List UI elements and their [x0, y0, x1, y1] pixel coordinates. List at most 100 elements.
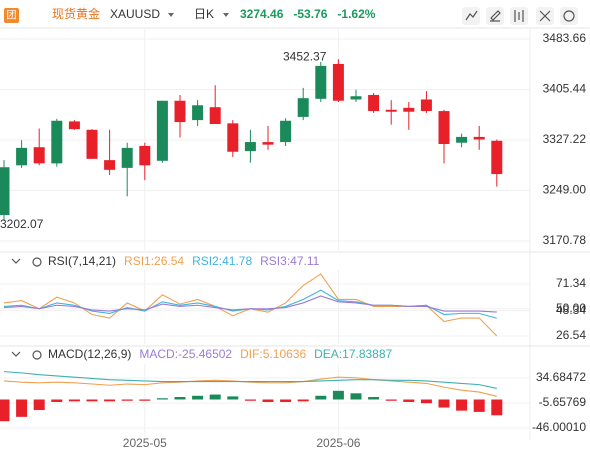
macd-bar — [121, 399, 133, 401]
macd-bar — [262, 399, 274, 402]
macd-bar — [227, 396, 239, 400]
candle-body — [104, 160, 116, 170]
macd-bar — [420, 399, 432, 404]
settings-icon[interactable] — [32, 350, 42, 360]
candle-body — [420, 99, 432, 112]
macd-bar — [403, 399, 415, 402]
macd-bar — [315, 395, 327, 400]
y-tick-label: -5.65769 — [539, 395, 587, 409]
macd-bar — [68, 399, 80, 402]
y-tick-label: 3170.78 — [543, 233, 587, 247]
legend-entry: RSI1:26.54 — [124, 254, 184, 268]
symbol[interactable]: XAUUSD — [110, 7, 160, 21]
macd-bar — [192, 395, 204, 400]
y-tick-label: 3483.66 — [543, 31, 587, 45]
candle-body — [456, 136, 468, 143]
macd-bar — [491, 399, 503, 416]
tool-icon — [563, 10, 575, 22]
candle-body — [174, 100, 186, 123]
macd-bar — [438, 399, 450, 408]
macd-bar — [156, 398, 168, 400]
x-tick-label: 2025-05 — [123, 436, 167, 450]
symbol-icon-glyph: 团 — [7, 10, 17, 22]
candle-body — [16, 147, 28, 166]
macd-bar — [209, 394, 221, 400]
candle-body — [315, 65, 327, 99]
collapse-icon[interactable] — [11, 351, 21, 357]
legend-entry: DEA:17.83887 — [314, 347, 392, 361]
candle-body — [86, 129, 98, 159]
macd-bar — [280, 399, 292, 402]
y-tick-label: 71.34 — [556, 276, 586, 290]
y-tick-label: 48.34 — [556, 303, 586, 317]
symbol-icon — [4, 8, 19, 23]
candle-body — [403, 107, 415, 112]
annotation: 3452.37 — [283, 49, 327, 63]
macd-bar — [456, 399, 468, 411]
annotation: 3202.07 — [0, 217, 44, 231]
y-tick-label: 34.68472 — [536, 370, 586, 384]
settings-icon[interactable] — [32, 257, 42, 267]
x-tick-label: 2025-06 — [316, 436, 360, 450]
candle-body — [438, 111, 450, 145]
macd-bar — [0, 399, 10, 422]
macd-bar — [174, 397, 186, 400]
toolbar — [462, 7, 578, 25]
macd-bar — [16, 399, 28, 417]
macd-bar — [350, 393, 362, 400]
tool-icon — [490, 10, 501, 22]
macd-bar — [368, 397, 380, 400]
candle-body — [297, 98, 309, 117]
macd-bar — [244, 399, 256, 401]
series-line — [3, 371, 497, 389]
candle-body — [473, 136, 485, 140]
period[interactable]: 日K — [194, 7, 214, 21]
candle-body — [33, 147, 45, 164]
macd-bar — [139, 399, 151, 401]
macd-bar — [104, 399, 116, 402]
y-tick-label: 3327.22 — [543, 132, 587, 146]
candle-body — [350, 96, 362, 100]
macd-bar — [33, 399, 45, 411]
candle-body — [139, 145, 151, 166]
candle-body — [121, 147, 133, 168]
candle-body — [385, 109, 397, 112]
y-tick-label: 3405.44 — [543, 82, 587, 96]
panel-title: RSI(7,14,21) — [48, 254, 116, 268]
candle-body — [209, 107, 221, 124]
macd-bar — [297, 399, 309, 402]
legend-entry: RSI2:41.78 — [192, 254, 252, 268]
tool-button[interactable] — [486, 7, 504, 25]
symbol-name[interactable]: 现货黄金 — [52, 6, 100, 21]
macd-bar — [473, 399, 485, 412]
dropdown-arrow[interactable] — [168, 13, 174, 17]
y-tick-label: 50.00 — [556, 301, 586, 315]
change-pct: -1.62% — [337, 7, 375, 21]
series-line — [3, 295, 497, 313]
candle-body — [262, 142, 274, 145]
series-line — [3, 376, 497, 397]
candle-body — [227, 123, 239, 152]
panel-title: MACD(12,26,9) — [48, 347, 131, 361]
legend-entry: DIF:5.10636 — [240, 347, 306, 361]
candle-body — [280, 120, 292, 143]
candle-body — [192, 105, 204, 121]
dropdown-arrow[interactable] — [223, 13, 229, 17]
candle-body — [68, 121, 80, 130]
tool-icon — [514, 10, 524, 22]
tool-icon — [465, 10, 478, 21]
price: 3274.46 — [240, 7, 284, 21]
candle-body — [244, 142, 256, 152]
candle-body — [0, 167, 10, 216]
legend-entry: MACD:-25.46502 — [139, 347, 232, 361]
candle-body — [332, 63, 344, 101]
y-tick-label: -46.00010 — [532, 420, 586, 434]
candle-body — [491, 140, 503, 175]
tool-button[interactable] — [462, 7, 480, 25]
collapse-icon[interactable] — [11, 258, 21, 264]
tool-button[interactable] — [560, 7, 578, 25]
y-tick-label: 3249.00 — [543, 183, 587, 197]
candle-body — [51, 120, 63, 164]
